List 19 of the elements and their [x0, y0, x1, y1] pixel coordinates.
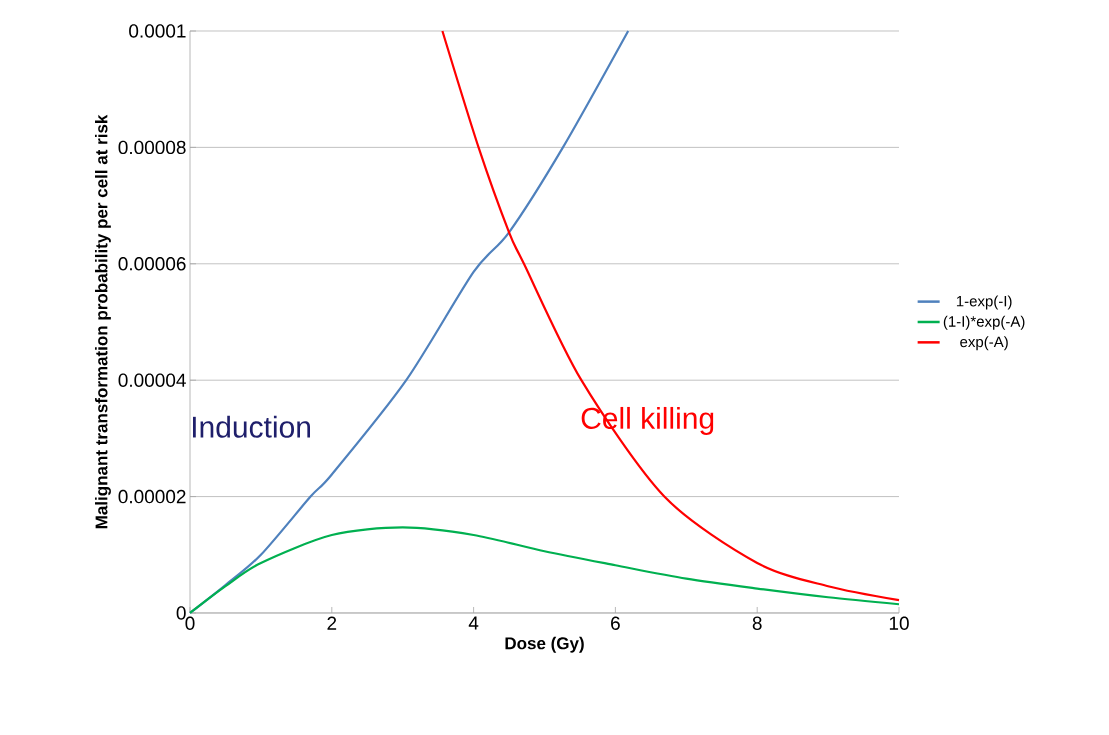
annotation: Induction — [192, 415, 311, 438]
legend-label: (1-I)*exp(-A) — [943, 315, 1025, 330]
x-tick-label: 10 — [889, 616, 909, 630]
y-tick-label: 0 — [176, 606, 186, 620]
x-tick-label: 6 — [611, 616, 620, 630]
y-tick-label: 0.0001 — [129, 24, 186, 38]
y-tick-label: 0.00008 — [118, 140, 186, 155]
x-tick-label: 8 — [752, 616, 762, 630]
x-tick-label: 0 — [185, 616, 195, 630]
x-tick-label: 4 — [468, 616, 479, 630]
x-axis-title: Dose (Gy) — [505, 636, 584, 653]
y-tick-label: 0.00002 — [118, 489, 186, 504]
x-tick-label: 2 — [327, 616, 337, 630]
y-tick-label: 0.00006 — [118, 257, 186, 271]
y-axis-title: Malignant transformation probability per cell at risk — [95, 114, 111, 529]
line-series — [441, 29, 901, 602]
y-tick-label: 0.00004 — [118, 373, 186, 387]
legend-label: exp(-A) — [960, 336, 1008, 351]
legend-label: 1-exp(-I) — [956, 295, 1012, 310]
